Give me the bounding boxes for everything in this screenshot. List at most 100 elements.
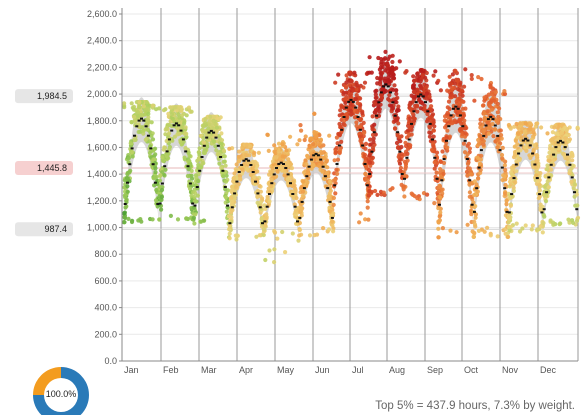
data-point [292, 202, 297, 207]
median-marker [216, 144, 220, 147]
data-point [396, 154, 401, 159]
data-point [477, 161, 482, 166]
data-point [293, 189, 298, 195]
data-point [450, 121, 455, 126]
data-point [534, 165, 539, 170]
data-point [154, 188, 159, 193]
data-point [362, 152, 367, 157]
data-point [352, 70, 357, 75]
data-point [567, 155, 572, 160]
data-point [355, 101, 360, 106]
data-point [327, 209, 332, 214]
data-point [438, 159, 444, 164]
data-point [157, 184, 162, 189]
data-point [217, 161, 222, 166]
data-point [537, 188, 543, 193]
median-marker [472, 210, 476, 213]
data-point [461, 113, 467, 118]
data-point [431, 128, 436, 133]
data-point [308, 150, 313, 155]
median-marker [237, 171, 241, 173]
data-point [497, 106, 502, 111]
data-point [574, 218, 580, 223]
median-marker [540, 211, 544, 214]
median-marker [493, 124, 497, 127]
data-point [296, 238, 301, 243]
data-point [365, 205, 370, 210]
data-point [420, 73, 425, 78]
median-marker [403, 177, 406, 180]
median-marker [226, 204, 230, 207]
data-point [479, 136, 484, 141]
data-point [300, 189, 306, 194]
data-point [297, 138, 302, 143]
data-point [151, 176, 156, 181]
data-point [360, 111, 365, 116]
data-point [432, 160, 437, 165]
data-point [447, 134, 452, 139]
data-point [373, 188, 378, 194]
median-marker [440, 179, 444, 182]
data-point [357, 220, 362, 225]
y-tick-label: 1,400.0 [87, 169, 117, 179]
data-point [257, 183, 262, 188]
data-point [467, 194, 472, 199]
data-point [390, 59, 395, 65]
data-point [333, 150, 338, 155]
x-tick-label: Jan [124, 365, 139, 375]
data-point [539, 125, 544, 130]
data-point [128, 168, 133, 173]
median-marker [465, 158, 469, 160]
data-point [428, 98, 433, 103]
data-point [491, 134, 496, 139]
median-marker [289, 182, 292, 185]
median-marker [170, 129, 174, 132]
median-marker [165, 150, 169, 153]
data-point [436, 200, 441, 205]
data-point [396, 108, 401, 113]
median-marker [528, 144, 532, 147]
data-point [482, 229, 487, 234]
data-point [233, 167, 238, 172]
median-marker [347, 100, 351, 103]
data-point [214, 125, 219, 130]
data-point [418, 106, 423, 111]
median-marker [368, 173, 372, 175]
data-point [415, 196, 420, 201]
data-point [335, 157, 341, 162]
data-point [531, 127, 536, 132]
data-point [467, 180, 472, 185]
data-point [502, 89, 507, 94]
data-point [535, 179, 541, 184]
data-point [571, 220, 576, 225]
data-point [448, 228, 453, 233]
data-point [369, 189, 374, 194]
data-point [476, 176, 481, 181]
data-point [464, 169, 470, 174]
data-point [343, 84, 349, 89]
data-point [229, 215, 234, 220]
data-point [424, 96, 429, 101]
data-point [366, 217, 371, 222]
data-point [318, 137, 323, 142]
median-marker [524, 137, 528, 140]
data-point [163, 132, 168, 137]
median-marker [193, 204, 197, 207]
data-point [184, 131, 189, 136]
data-point [436, 78, 441, 83]
data-point [137, 100, 142, 105]
data-point [158, 173, 163, 178]
data-point [184, 134, 189, 140]
data-point [545, 167, 550, 172]
data-point [282, 173, 287, 178]
median-marker [458, 114, 462, 117]
median-marker [451, 107, 455, 110]
data-point [121, 220, 127, 225]
data-point [442, 154, 447, 159]
median-marker [570, 176, 574, 179]
data-point [193, 212, 198, 217]
data-point [479, 76, 484, 82]
data-point [337, 150, 342, 155]
data-point [365, 199, 370, 204]
data-point [467, 190, 472, 195]
